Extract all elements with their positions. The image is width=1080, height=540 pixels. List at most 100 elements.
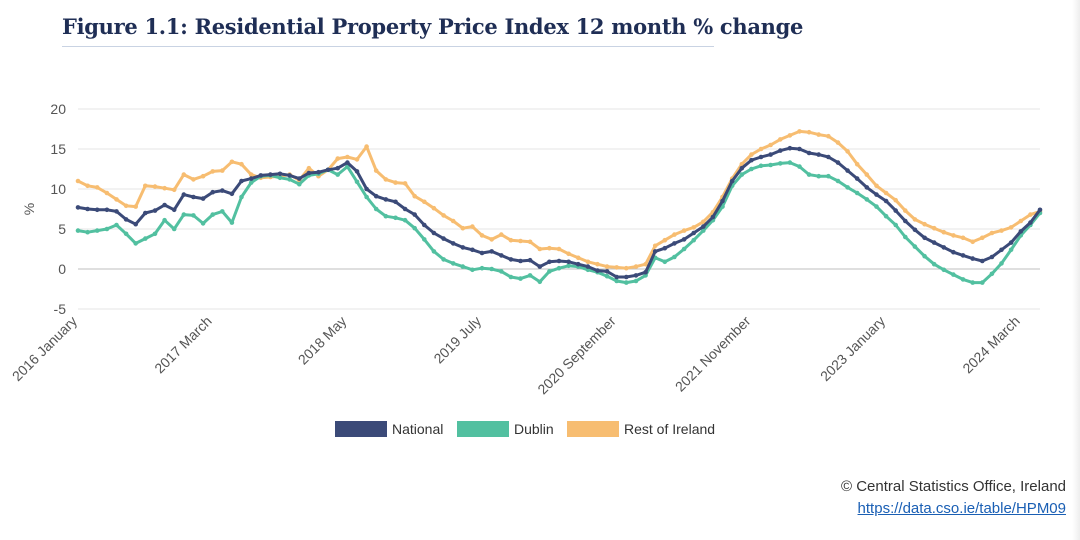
data-point-dublin xyxy=(826,173,831,179)
data-point-national xyxy=(816,152,821,157)
legend-swatch-national[interactable] xyxy=(335,421,387,437)
data-point-national xyxy=(210,189,215,195)
data-point-national xyxy=(547,259,552,265)
legend-swatch-dublin[interactable] xyxy=(457,421,509,437)
data-point-rest xyxy=(499,232,504,237)
data-point-dublin xyxy=(527,273,533,278)
data-point-rest xyxy=(845,149,850,154)
data-point-national xyxy=(325,167,331,173)
data-point-dublin xyxy=(778,161,783,166)
data-point-rest xyxy=(123,203,129,209)
data-point-national xyxy=(479,250,485,256)
data-point-dublin xyxy=(556,265,562,271)
data-point-national xyxy=(701,224,706,229)
data-point-national xyxy=(114,209,119,214)
data-point-national xyxy=(681,237,687,242)
data-point-dublin xyxy=(479,265,485,271)
data-point-dublin xyxy=(624,280,629,285)
legend-label-rest[interactable]: Rest of Ireland xyxy=(624,421,715,437)
y-tick-label: 5 xyxy=(58,221,66,237)
source-link[interactable]: https://data.cso.ie/table/HPM09 xyxy=(857,500,1066,517)
scrollbar-track[interactable] xyxy=(1072,0,1080,540)
data-point-national xyxy=(162,202,167,208)
data-point-national xyxy=(720,198,725,204)
legend-label-dublin[interactable]: Dublin xyxy=(514,421,554,437)
data-point-national xyxy=(931,240,937,245)
data-point-rest xyxy=(191,177,196,182)
data-point-national xyxy=(980,258,985,264)
data-point-dublin xyxy=(229,220,235,225)
data-point-dublin xyxy=(181,212,187,217)
y-tick-label: 15 xyxy=(50,141,66,157)
data-point-rest xyxy=(1018,218,1024,224)
data-point-national xyxy=(335,165,341,171)
data-point-rest xyxy=(239,161,244,167)
data-point-national xyxy=(1018,229,1024,234)
data-point-dublin xyxy=(133,241,138,246)
data-point-dublin xyxy=(874,204,879,209)
series-rest xyxy=(75,129,1043,271)
data-point-rest xyxy=(527,239,533,245)
data-point-dublin xyxy=(681,246,687,252)
data-point-national xyxy=(508,257,514,262)
gridlines xyxy=(78,108,1040,310)
data-point-dublin xyxy=(220,209,225,214)
data-point-dublin xyxy=(171,226,177,232)
x-tick-label: 2019 July xyxy=(430,313,484,367)
data-point-dublin xyxy=(970,280,975,285)
data-point-dublin xyxy=(200,221,206,226)
data-point-rest xyxy=(806,129,812,135)
data-point-rest xyxy=(470,224,475,229)
y-axis-title: % xyxy=(21,203,37,215)
data-point-national xyxy=(951,249,956,255)
data-point-rest xyxy=(604,264,610,269)
data-point-national xyxy=(739,165,745,171)
data-point-national xyxy=(229,191,235,197)
data-point-national xyxy=(133,221,138,227)
data-point-national xyxy=(364,186,369,192)
data-point-rest xyxy=(941,229,947,235)
data-point-dublin xyxy=(402,217,408,223)
data-point-dublin xyxy=(614,278,619,284)
page-title: Figure 1.1: Residential Property Price I… xyxy=(62,14,804,39)
data-point-rest xyxy=(431,205,437,211)
x-tick-label: 2021 November xyxy=(672,313,754,395)
data-point-dublin xyxy=(537,279,543,285)
data-point-rest xyxy=(508,237,514,243)
data-point-national xyxy=(989,254,995,260)
data-point-national xyxy=(287,173,292,178)
x-tick-label: 2018 May xyxy=(295,313,350,368)
data-point-national xyxy=(864,185,870,190)
data-point-national xyxy=(393,199,398,205)
data-point-rest xyxy=(152,184,158,189)
data-point-national xyxy=(845,168,850,173)
data-point-national xyxy=(960,253,966,258)
data-point-national xyxy=(643,269,648,275)
data-point-rest xyxy=(412,193,418,199)
data-point-national xyxy=(922,235,927,241)
data-point-national xyxy=(729,178,735,184)
data-point-dublin xyxy=(1008,247,1014,253)
data-point-national xyxy=(470,247,475,253)
data-point-rest xyxy=(835,140,841,145)
data-point-rest xyxy=(460,225,466,231)
legend-swatch-rest[interactable] xyxy=(567,421,619,437)
data-point-dublin xyxy=(297,181,302,187)
data-point-dublin xyxy=(441,257,446,262)
data-point-national xyxy=(518,258,523,264)
data-point-rest xyxy=(200,173,206,179)
legend-label-national[interactable]: National xyxy=(392,421,443,437)
data-point-national xyxy=(941,245,947,250)
data-point-national xyxy=(258,173,264,178)
data-point-national xyxy=(778,148,783,153)
data-point-dublin xyxy=(518,276,523,281)
data-point-national xyxy=(768,152,773,157)
data-point-rest xyxy=(393,180,398,185)
data-point-rest xyxy=(624,265,629,271)
data-point-national xyxy=(354,169,360,174)
data-point-dublin xyxy=(662,259,668,265)
data-point-national xyxy=(527,257,533,263)
data-point-rest xyxy=(980,235,985,241)
data-point-rest xyxy=(104,190,110,196)
